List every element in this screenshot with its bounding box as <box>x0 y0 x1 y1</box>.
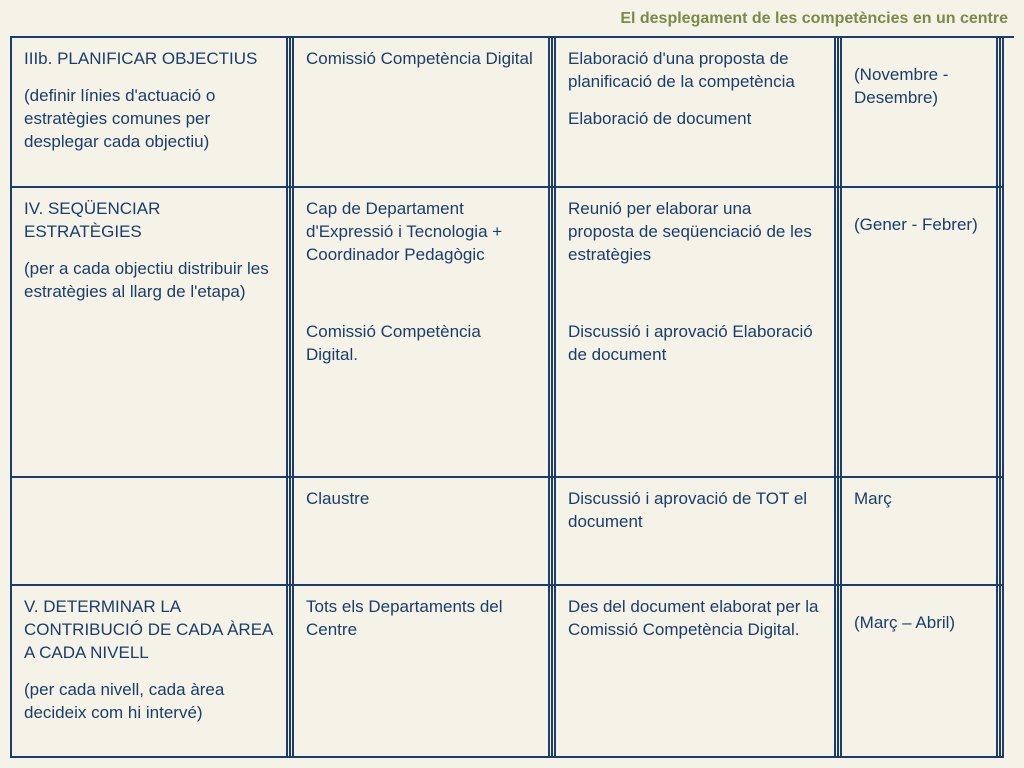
cell-text: Elaboració de document <box>568 108 822 131</box>
column-separator <box>550 38 556 188</box>
cell-text: (Gener - Febrer) <box>854 214 984 237</box>
cell-text: Reunió per elaborar una proposta de seqü… <box>568 198 822 267</box>
table-cell: Cap de Departament d'Expressió i Tecnolo… <box>294 188 550 478</box>
column-separator <box>288 38 294 188</box>
column-separator <box>288 188 294 478</box>
cell-text: Març <box>854 488 984 511</box>
table-cell: (Gener - Febrer) <box>842 188 998 478</box>
table-cell: Comissió Competència Digital <box>294 38 550 188</box>
cell-text: Tots els Departaments del Centre <box>306 596 536 642</box>
cell-text: (Març – Abril) <box>854 612 984 635</box>
cell-text: (Novembre - Desembre) <box>854 64 984 110</box>
cell-text: (per a cada objectiu distribuir les estr… <box>24 258 274 304</box>
cell-text: (definir línies d'actuació o estratègies… <box>24 85 274 154</box>
column-separator <box>836 478 842 586</box>
column-separator <box>550 188 556 478</box>
cell-text: IIIb. PLANIFICAR OBJECTIUS <box>24 48 274 71</box>
table-cell: Des del document elaborat per la Comissi… <box>556 586 836 758</box>
column-separator <box>836 38 842 188</box>
table-cell: IIIb. PLANIFICAR OBJECTIUS (definir líni… <box>12 38 288 188</box>
table-cell: (Novembre - Desembre) <box>842 38 998 188</box>
cell-text: IV. SEQÜENCIAR ESTRATÈGIES <box>24 198 274 244</box>
column-separator <box>998 188 1004 478</box>
column-separator <box>836 188 842 478</box>
cell-text: Des del document elaborat per la Comissi… <box>568 596 822 642</box>
column-separator <box>288 478 294 586</box>
table-cell: Març <box>842 478 998 586</box>
column-separator <box>998 38 1004 188</box>
cell-text: Elaboració d'una proposta de planificaci… <box>568 48 822 94</box>
table-cell: Claustre <box>294 478 550 586</box>
cell-text: Cap de Departament d'Expressió i Tecnolo… <box>306 198 536 267</box>
cell-text: Comissió Competència Digital. <box>306 321 536 367</box>
cell-text: V. DETERMINAR LA CONTRIBUCIÓ DE CADA ÀRE… <box>24 596 274 665</box>
table-cell: (Març – Abril) <box>842 586 998 758</box>
table-cell: Discussió i aprovació de TOT el document <box>556 478 836 586</box>
cell-text: Discussió i aprovació Elaboració de docu… <box>568 321 822 367</box>
cell-text: (per cada nivell, cada àrea decideix com… <box>24 679 274 725</box>
table-cell: IV. SEQÜENCIAR ESTRATÈGIES (per a cada o… <box>12 188 288 478</box>
table-cell: Reunió per elaborar una proposta de seqü… <box>556 188 836 478</box>
cell-text: Discussió i aprovació de TOT el document <box>568 488 822 534</box>
cell-text: Comissió Competència Digital <box>306 48 536 71</box>
column-separator <box>998 478 1004 586</box>
table-cell <box>12 478 288 586</box>
column-separator <box>550 586 556 758</box>
column-separator <box>288 586 294 758</box>
planning-table: IIIb. PLANIFICAR OBJECTIUS (definir líni… <box>10 36 1014 758</box>
column-separator <box>836 586 842 758</box>
table-cell: Elaboració d'una proposta de planificaci… <box>556 38 836 188</box>
page-title: El desplegament de les competències en u… <box>10 8 1014 36</box>
table-cell: V. DETERMINAR LA CONTRIBUCIÓ DE CADA ÀRE… <box>12 586 288 758</box>
cell-text: Claustre <box>306 488 536 511</box>
column-separator <box>998 586 1004 758</box>
table-cell: Tots els Departaments del Centre <box>294 586 550 758</box>
column-separator <box>550 478 556 586</box>
